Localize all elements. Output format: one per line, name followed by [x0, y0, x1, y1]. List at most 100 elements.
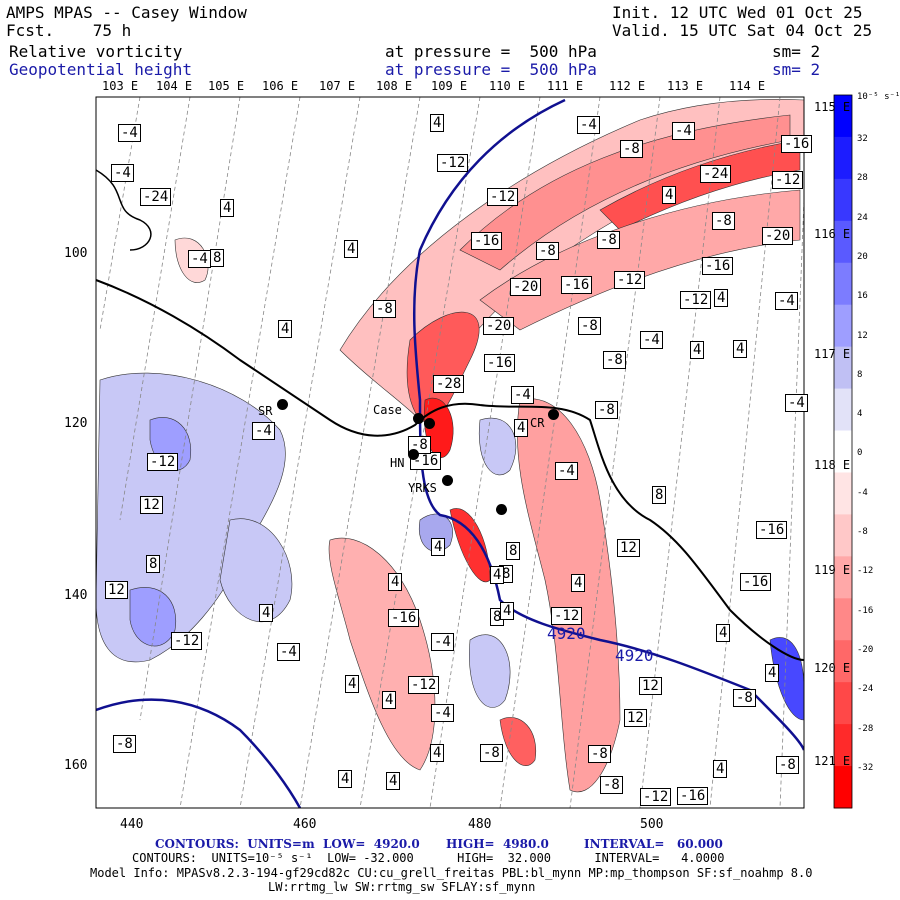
colorbar-unit: 10⁻⁵ s⁻¹ [857, 92, 900, 102]
vorticity-value-label: -8 [113, 735, 136, 753]
vorticity-value-label: -12 [147, 453, 179, 471]
vorticity-value-label: 4 [388, 573, 403, 591]
vorticity-value-label: -16 [756, 521, 788, 539]
vorticity-value-label: -12 [772, 171, 804, 189]
vorticity-value-label: -24 [140, 188, 172, 206]
station-dot [413, 413, 424, 424]
colorbar-swatch [834, 472, 852, 515]
left-grid-label: 140 [64, 588, 88, 603]
vorticity-value-label: -8 [536, 242, 559, 260]
vorticity-value-label: -4 [640, 331, 663, 349]
vorticity-value-label: -12 [614, 271, 646, 289]
model-info-2: LW:rrtmg_lw SW:rrtmg_sw SFLAY:sf_mynn [268, 880, 536, 894]
colorbar-tick-label: 20 [857, 251, 868, 262]
vorticity-value-label: -4 [118, 124, 141, 142]
vorticity-value-label: 12 [624, 709, 647, 727]
colorbar-swatch [834, 178, 852, 222]
height-contour-info-b: HIGH= 4980.0 [446, 837, 549, 851]
vorticity-value-label: -4 [277, 643, 300, 661]
colorbar-tick-label: -12 [857, 566, 874, 577]
colorbar-tick-label: -16 [857, 605, 874, 616]
colorbar-swatch [834, 640, 852, 683]
colorbar-tick-label: 4 [857, 409, 863, 420]
vorticity-value-label: 4 [220, 199, 235, 217]
station-dot [408, 449, 419, 460]
vorticity-value-label: 12 [617, 539, 640, 557]
vorticity-value-label: -4 [775, 292, 798, 310]
left-grid-label: 160 [64, 758, 88, 773]
vorticity-value-label: -16 [740, 573, 772, 591]
station-label-cr: CR [530, 416, 545, 430]
colorbar-swatch [834, 514, 852, 557]
station-label-yrks: YRKS [408, 481, 437, 495]
top-longitude-label: 111 E [547, 79, 584, 93]
height-label: 4920 [547, 624, 586, 643]
vorticity-value-label: 4 [338, 770, 353, 788]
height-contour-info-a: CONTOURS: UNITS=m LOW= 4920.0 [155, 837, 420, 851]
vorticity-value-label: 4 [430, 114, 445, 132]
vorticity-value-label: 4 [382, 691, 397, 709]
vorticity-value-label: 4 [733, 340, 748, 358]
colorbar [834, 95, 852, 809]
vorticity-value-label: 4 [278, 320, 293, 338]
vorticity-value-label: 4 [345, 675, 360, 693]
colorbar-tick-label: 12 [857, 330, 868, 341]
left-grid-label: 120 [64, 416, 88, 431]
app-title: AMPS MPAS -- Casey Window [6, 3, 247, 22]
station-label-sr: SR [258, 404, 273, 418]
field1-sm: sm= 2 [772, 42, 821, 61]
top-longitude-label: 104 E [156, 79, 193, 93]
vorticity-value-label: -8 [733, 689, 756, 707]
top-longitude-label: 106 E [262, 79, 299, 93]
top-longitude-label: 113 E [667, 79, 704, 93]
right-longitude-label: 118 E [814, 458, 851, 472]
vorticity-value-label: -12 [551, 607, 583, 625]
vorticity-value-label: -4 [252, 422, 275, 440]
station-label-casey: Case [373, 403, 402, 417]
right-longitude-label: 120 E [814, 661, 851, 675]
station-label-hn: HN [390, 456, 405, 470]
colorbar-swatch [834, 136, 852, 180]
colorbar-tick-label: 28 [857, 173, 868, 184]
colorbar-swatch [834, 766, 852, 809]
vorticity-value-label: -12 [640, 788, 672, 806]
vorticity-contour-info: CONTOURS: UNITS=10⁻⁵ s⁻¹ LOW= -32.000 HI… [132, 851, 725, 865]
colorbar-swatch [834, 388, 852, 432]
field2-level: at pressure = 500 hPa [385, 60, 597, 79]
vorticity-value-label: -8 [776, 756, 799, 774]
left-grid-label: 100 [64, 246, 88, 261]
vorticity-value-label: 8 [146, 555, 161, 573]
colorbar-swatch [834, 724, 852, 767]
height-contour-4920-north [413, 98, 804, 751]
top-longitude-label: 109 E [431, 79, 468, 93]
vorticity-value-label: -12 [680, 291, 712, 309]
colorbar-swatch [834, 304, 852, 348]
vorticity-value-label: 4 [571, 574, 586, 592]
colorbar-tick-label: -4 [857, 487, 868, 498]
vorticity-value-label: 4 [431, 538, 446, 556]
vorticity-value-label: -4 [431, 704, 454, 722]
coastline [96, 279, 804, 661]
vorticity-value-label: -8 [712, 212, 735, 230]
forecast-hour: Fcst. 75 h [6, 21, 132, 40]
right-longitude-label: 121 E [814, 754, 851, 768]
top-longitude-label: 105 E [208, 79, 245, 93]
vorticity-value-label: -12 [408, 676, 440, 694]
vorticity-value-label: -16 [561, 276, 593, 294]
colorbar-tick-label: -24 [857, 684, 874, 695]
colorbar-tick-label: -20 [857, 644, 874, 655]
field2-name: Geopotential height [9, 60, 193, 79]
colorbar-swatch [834, 346, 852, 390]
vorticity-value-label: -4 [555, 462, 578, 480]
vorticity-value-label: -4 [511, 386, 534, 404]
top-longitude-label: 103 E [102, 79, 139, 93]
vorticity-value-label: -28 [433, 375, 465, 393]
colorbar-tick-label: -8 [857, 527, 868, 537]
bottom-grid-label: 480 [468, 817, 492, 832]
colorbar-swatch [834, 682, 852, 725]
vorticity-value-label: 4 [344, 240, 359, 258]
vorticity-value-label: -12 [487, 188, 519, 206]
colorbar-swatch [834, 598, 852, 641]
station-dot [496, 504, 507, 515]
